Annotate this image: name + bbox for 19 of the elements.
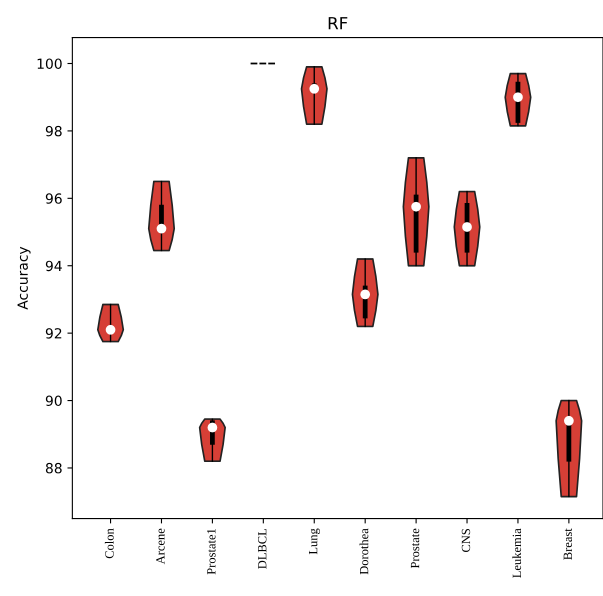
y-tick-label: 90 [46, 396, 62, 406]
y-tick-label: 100 [38, 58, 62, 69]
x-tick-label: Colon [104, 528, 114, 558]
y-axis-title: Accuracy [18, 246, 31, 310]
y-tick-label: 88 [46, 462, 62, 474]
x-tick-label: Prostate [410, 528, 420, 568]
x-tick-label: Arcene [156, 528, 165, 564]
y-tick-label: 98 [46, 126, 62, 136]
chart-title: RF [328, 17, 348, 30]
x-tick-label: DLBCL [258, 528, 266, 569]
x-tick-label: CNS [462, 529, 470, 552]
x-tick-label: Dorothea [360, 528, 368, 574]
x-tick-label: Breast [564, 528, 572, 560]
y-tick-label: 96 [46, 193, 62, 204]
x-tick-label: Leukemia [512, 528, 522, 578]
y-tick-label: 92 [46, 328, 62, 339]
y-tick-label: 94 [46, 260, 62, 272]
x-tick-label: Prostate1 [207, 528, 216, 574]
x-tick-label: Lung [309, 528, 320, 554]
